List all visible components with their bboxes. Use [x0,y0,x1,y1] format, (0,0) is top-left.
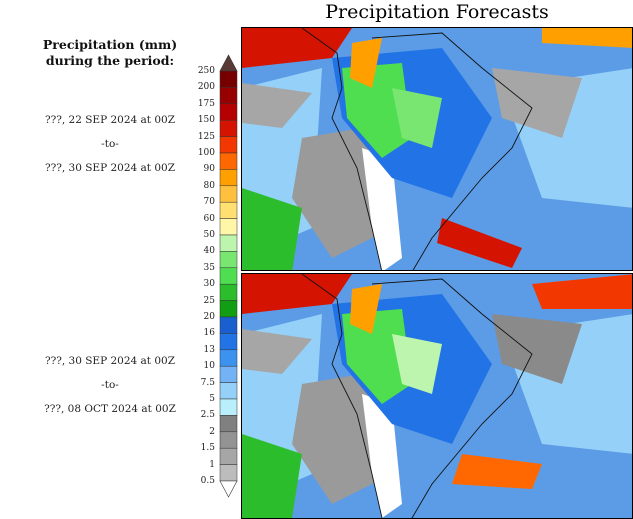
very-heavy-rain-area [350,284,382,334]
color-box [219,349,238,367]
heavy-rain-area [342,309,412,404]
color-box [219,87,238,105]
very-heavy-rain-area [350,38,382,88]
color-bar-label: 35 [203,262,215,273]
color-bar-label: 30 [203,279,215,290]
color-box [219,300,238,318]
heavy-rain-band [242,434,302,518]
color-bar-label: 60 [203,213,215,224]
color-box [219,152,238,170]
period-start: ???, 22 SEP 2024 at 00Z [44,114,176,126]
coastline [371,32,533,270]
precip-map-top [242,28,632,270]
color-box [219,70,238,88]
dry-area-gray [242,329,312,374]
color-bar-label: 175 [197,98,215,109]
color-bar-label: 200 [197,82,215,93]
color-bar-label: 10 [203,361,215,372]
dry-area-white [362,394,402,518]
color-box [219,185,238,203]
color-bar-label: 90 [203,164,215,175]
color-box [219,119,238,137]
legend-heading: Precipitation (mm) during the period: [0,37,220,69]
color-box [219,234,238,252]
color-box [219,398,238,416]
heavy-rain-band [452,454,542,489]
color-box [219,283,238,301]
color-bar-label: 0.5 [200,476,215,486]
period-top: ???, 22 SEP 2024 at 00Z -to- ???, 30 SEP… [0,108,220,180]
coastline [301,28,383,270]
color-bar-label: 80 [203,180,215,191]
color-bar-label: 1.5 [200,443,215,454]
color-box [219,201,238,219]
color-bar-label: 13 [203,344,215,355]
over-triangle [219,54,238,72]
color-bar-label: 250 [197,66,215,76]
legend-heading-line1: Precipitation (mm) [42,37,178,52]
coastline [371,278,533,518]
color-box [219,103,238,121]
color-box [219,218,238,236]
color-box [219,464,238,482]
precip-map-bottom [242,274,632,518]
dry-area-gray [492,314,582,384]
period-separator: -to- [101,138,119,150]
color-box [219,365,238,383]
color-box [219,267,238,285]
heavy-rain-band [242,188,302,270]
color-bar-label: 1 [209,459,215,470]
color-bar-label: 16 [203,328,215,339]
period-end: ???, 30 SEP 2024 at 00Z [44,162,176,174]
color-bar-label: 150 [197,115,215,126]
coastline [301,274,383,518]
period-bottom: ???, 30 SEP 2024 at 00Z -to- ???, 08 OCT… [0,349,220,421]
color-bar: 250 200 175 150 125 100 90 80 70 60 50 40 35 30 25 20 16… [198,54,238,498]
color-box [219,333,238,351]
period-end: ???, 08 OCT 2024 at 00Z [44,403,176,415]
color-bar-label: 40 [203,246,215,257]
heavy-rain-band [437,218,522,268]
color-box [219,316,238,334]
dry-area-gray [492,68,582,138]
heavy-rain-band [532,274,632,309]
color-bar-label: 25 [203,295,215,306]
color-box [219,382,238,400]
color-bar-label: 2 [209,426,215,437]
color-bar-label: 70 [203,197,215,208]
period-start: ???, 30 SEP 2024 at 00Z [44,355,176,367]
heavy-rain-band [542,28,632,48]
color-bar-label: 5 [209,394,215,404]
heavy-rain-area [392,88,442,148]
color-box [219,431,238,449]
color-bar-label: 7.5 [200,377,215,388]
page-title: Precipitation Forecasts [325,1,549,23]
color-box [219,415,238,433]
dry-area-gray [242,83,312,128]
period-separator: -to- [101,379,119,391]
heavy-rain-area [342,63,412,158]
heavy-rain-area [392,334,442,394]
forecast-map-bottom [241,273,633,519]
color-bar-label: 50 [203,230,215,240]
color-bar-label: 2.5 [200,410,215,421]
color-bar-label: 125 [197,131,215,142]
color-box [219,251,238,269]
under-triangle [219,480,238,498]
dry-area-white [362,148,402,270]
very-heavy-rain-area [242,28,352,68]
color-bar-label: 100 [197,148,215,158]
color-box [219,169,238,187]
color-bar-label: 20 [203,312,215,322]
forecast-map-top [241,27,633,271]
heavy-rain-band [242,274,322,294]
color-box [219,447,238,465]
color-box [219,136,238,154]
legend-heading-line2: during the period: [45,53,175,68]
